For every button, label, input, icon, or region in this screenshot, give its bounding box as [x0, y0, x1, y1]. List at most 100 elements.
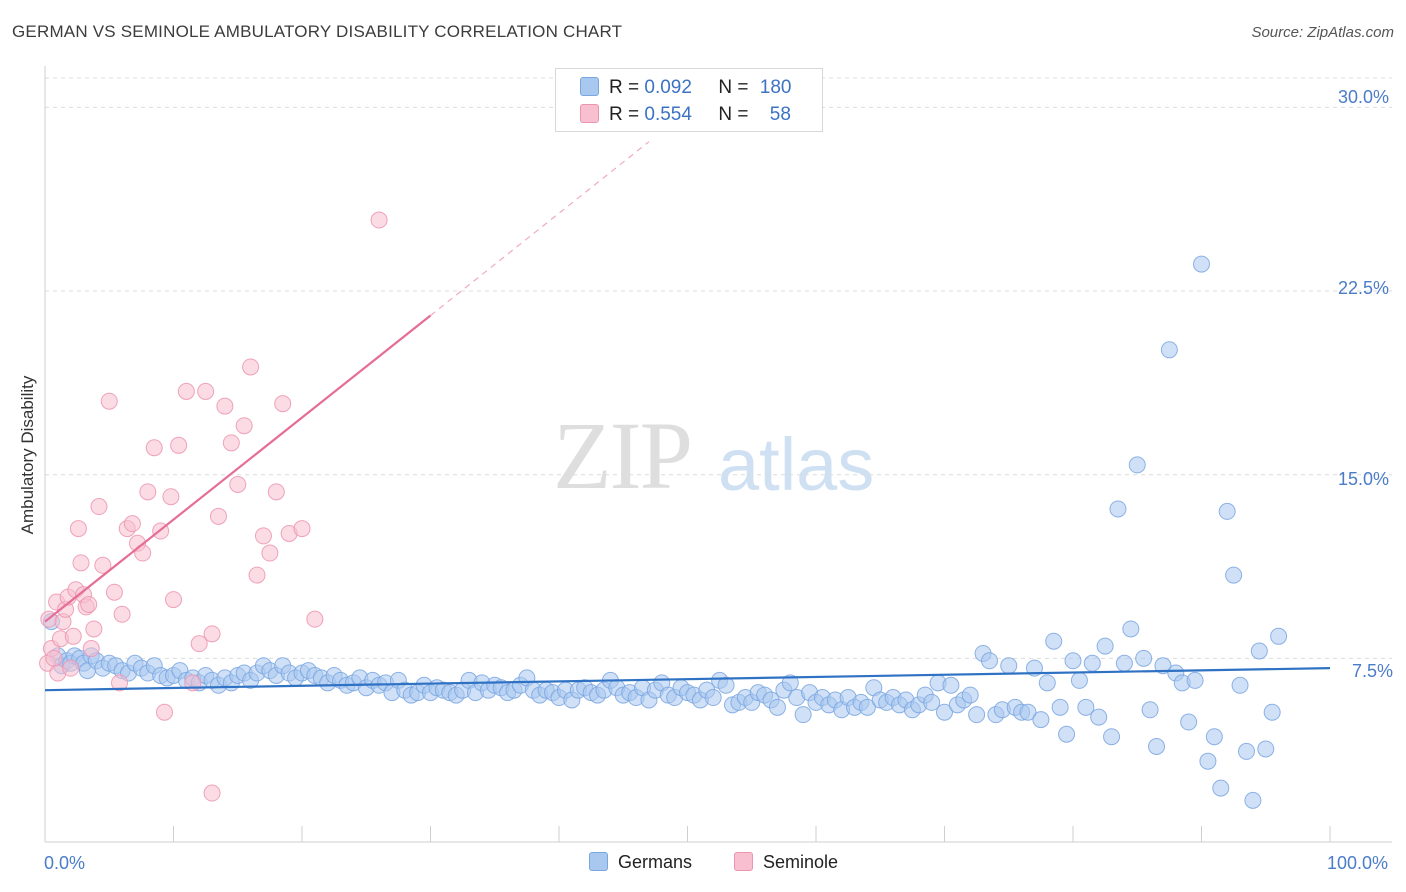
- germans-point-155: [1019, 703, 1037, 721]
- seminole-point-37: [177, 382, 195, 400]
- germans-point-188: [1231, 676, 1249, 694]
- germans-point-184: [1205, 728, 1223, 746]
- germans-point-152: [1000, 657, 1018, 675]
- germans-point-194: [1270, 627, 1288, 645]
- germans-point-116: [768, 698, 786, 716]
- seminole-swatch: [580, 104, 599, 123]
- germans-point-108: [717, 676, 735, 694]
- legend-row-germans: R = 0.092 N = 180: [580, 77, 791, 99]
- seminole-point-36: [170, 436, 188, 454]
- watermark-zip: ZIP: [553, 402, 693, 509]
- seminole-point-54: [293, 520, 311, 538]
- germans-point-159: [1045, 632, 1063, 650]
- seminole-point-57: [203, 784, 221, 802]
- x-tick-label-0: 0.0%: [44, 853, 86, 873]
- germans-point-163: [1070, 671, 1088, 689]
- germans-point-185: [1212, 779, 1230, 797]
- germans-point-147: [968, 706, 986, 724]
- seminole-point-46: [235, 417, 253, 435]
- germans-point-181: [1186, 671, 1204, 689]
- seminole-point-48: [248, 566, 266, 584]
- seminole-point-23: [105, 583, 123, 601]
- germans-point-164: [1077, 698, 1095, 716]
- germans-point-106: [704, 689, 722, 707]
- germans-point-168: [1103, 728, 1121, 746]
- seminole-point-3: [45, 649, 63, 667]
- seminole-point-49: [254, 527, 272, 545]
- y-axis-title: Ambulatory Disability: [18, 375, 37, 535]
- seminole-point-25: [113, 605, 131, 623]
- seminole-point-27: [123, 515, 141, 533]
- germans-point-192: [1257, 740, 1275, 758]
- germans-legend-label: Germans: [618, 852, 693, 872]
- germans-point-142: [936, 703, 953, 721]
- y-tick-label-22-5: 22.5%: [1338, 278, 1390, 298]
- germans-point-175: [1148, 738, 1166, 755]
- seminole-point-17: [80, 595, 98, 613]
- germans-trend-line: [44, 667, 1331, 692]
- germans-point-172: [1128, 456, 1146, 474]
- seminole-point-20: [90, 498, 108, 516]
- germans-point-160: [1051, 698, 1069, 716]
- germans-point-146: [961, 686, 979, 704]
- seminole-point-18: [82, 640, 100, 658]
- bottom-legend-seminole[interactable]: Seminole: [734, 852, 838, 873]
- x-tick-label-100: 100.0%: [1327, 853, 1389, 873]
- seminole-r-value: 0.554: [644, 104, 692, 125]
- germans-point-118: [781, 674, 799, 692]
- germans-point-120: [794, 706, 812, 724]
- seminole-point-52: [274, 395, 292, 413]
- germans-n-value: 180: [759, 77, 792, 98]
- germans-point-190: [1244, 791, 1262, 809]
- germans-point-140: [923, 693, 941, 711]
- seminole-point-44: [222, 434, 240, 452]
- germans-point-170: [1115, 654, 1133, 672]
- germans-r-value: 0.092: [644, 77, 692, 98]
- germans-point-180: [1180, 713, 1198, 731]
- seminole-legend-label: Seminole: [763, 852, 839, 872]
- seminole-point-33: [156, 703, 174, 721]
- germans-point-191: [1250, 642, 1268, 660]
- y-tick-label-7-5: 7.5%: [1352, 661, 1394, 681]
- bottom-legend-germans[interactable]: Germans: [589, 852, 692, 873]
- seminole-point-50: [261, 544, 279, 562]
- germans-point-158: [1038, 674, 1056, 692]
- seminole-point-21: [94, 556, 112, 574]
- germans-point-166: [1090, 708, 1108, 726]
- germans-point-182: [1193, 255, 1210, 273]
- germans-point-187: [1225, 566, 1243, 584]
- seminole-n-value: 58: [769, 104, 791, 125]
- germans-point-183: [1199, 752, 1217, 770]
- seminole-point-40: [197, 382, 215, 400]
- germans-point-149: [980, 652, 998, 670]
- chart-title: GERMAN VS SEMINOLE AMBULATORY DISABILITY…: [12, 22, 623, 41]
- germans-point-193: [1263, 703, 1281, 721]
- source-label: Source: ZipAtlas.com: [1251, 24, 1394, 41]
- germans-point-161: [1058, 725, 1076, 743]
- seminole-point-19: [85, 620, 103, 638]
- seminole-point-51: [267, 483, 285, 501]
- seminole-point-41: [203, 625, 221, 643]
- germans-point-186: [1218, 502, 1236, 520]
- germans-point-189: [1237, 742, 1255, 760]
- germans-point-176: [1154, 657, 1172, 675]
- y-tick-label-15: 15.0%: [1338, 469, 1390, 489]
- watermark-atlas: atlas: [718, 423, 875, 506]
- seminole-point-42: [209, 507, 227, 525]
- seminole-point-39: [190, 635, 208, 653]
- seminole-point-30: [139, 483, 157, 501]
- germans-point-143: [942, 676, 960, 694]
- seminole-point-24: [111, 674, 129, 692]
- seminole-point-47: [242, 358, 260, 376]
- seminole-point-45: [229, 475, 247, 493]
- germans-swatch: [580, 77, 599, 96]
- germans-point-157: [1032, 711, 1050, 729]
- seminole-point-31: [145, 439, 163, 457]
- germans-point-169: [1109, 500, 1127, 518]
- germans-point-177: [1160, 341, 1178, 359]
- seminole-point-14: [72, 554, 90, 572]
- seminole-point-34: [162, 488, 180, 506]
- seminole-point-22: [100, 392, 118, 410]
- germans-point-162: [1064, 652, 1082, 670]
